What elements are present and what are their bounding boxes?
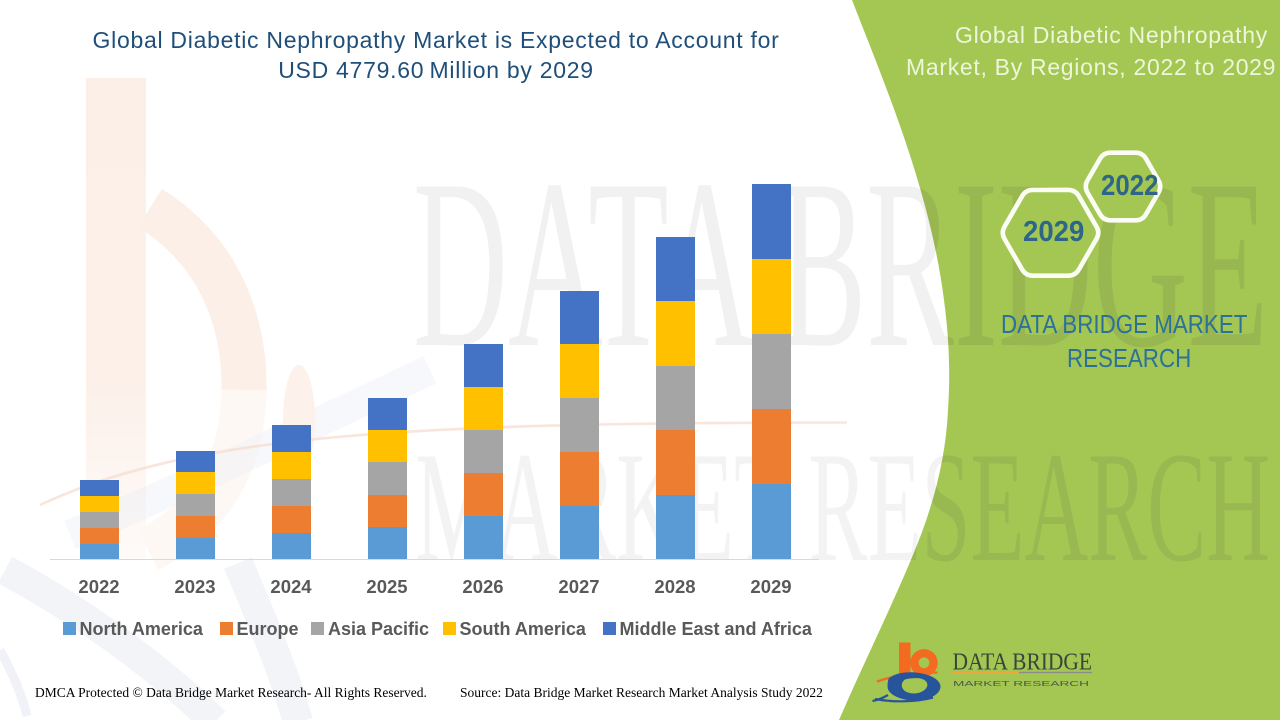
svg-text:DATA BRIDGE: DATA BRIDGE <box>953 650 1093 676</box>
svg-text:MARKET RESEARCH: MARKET RESEARCH <box>415 420 1270 595</box>
svg-text:MARKET RESEARCH: MARKET RESEARCH <box>953 679 1089 688</box>
